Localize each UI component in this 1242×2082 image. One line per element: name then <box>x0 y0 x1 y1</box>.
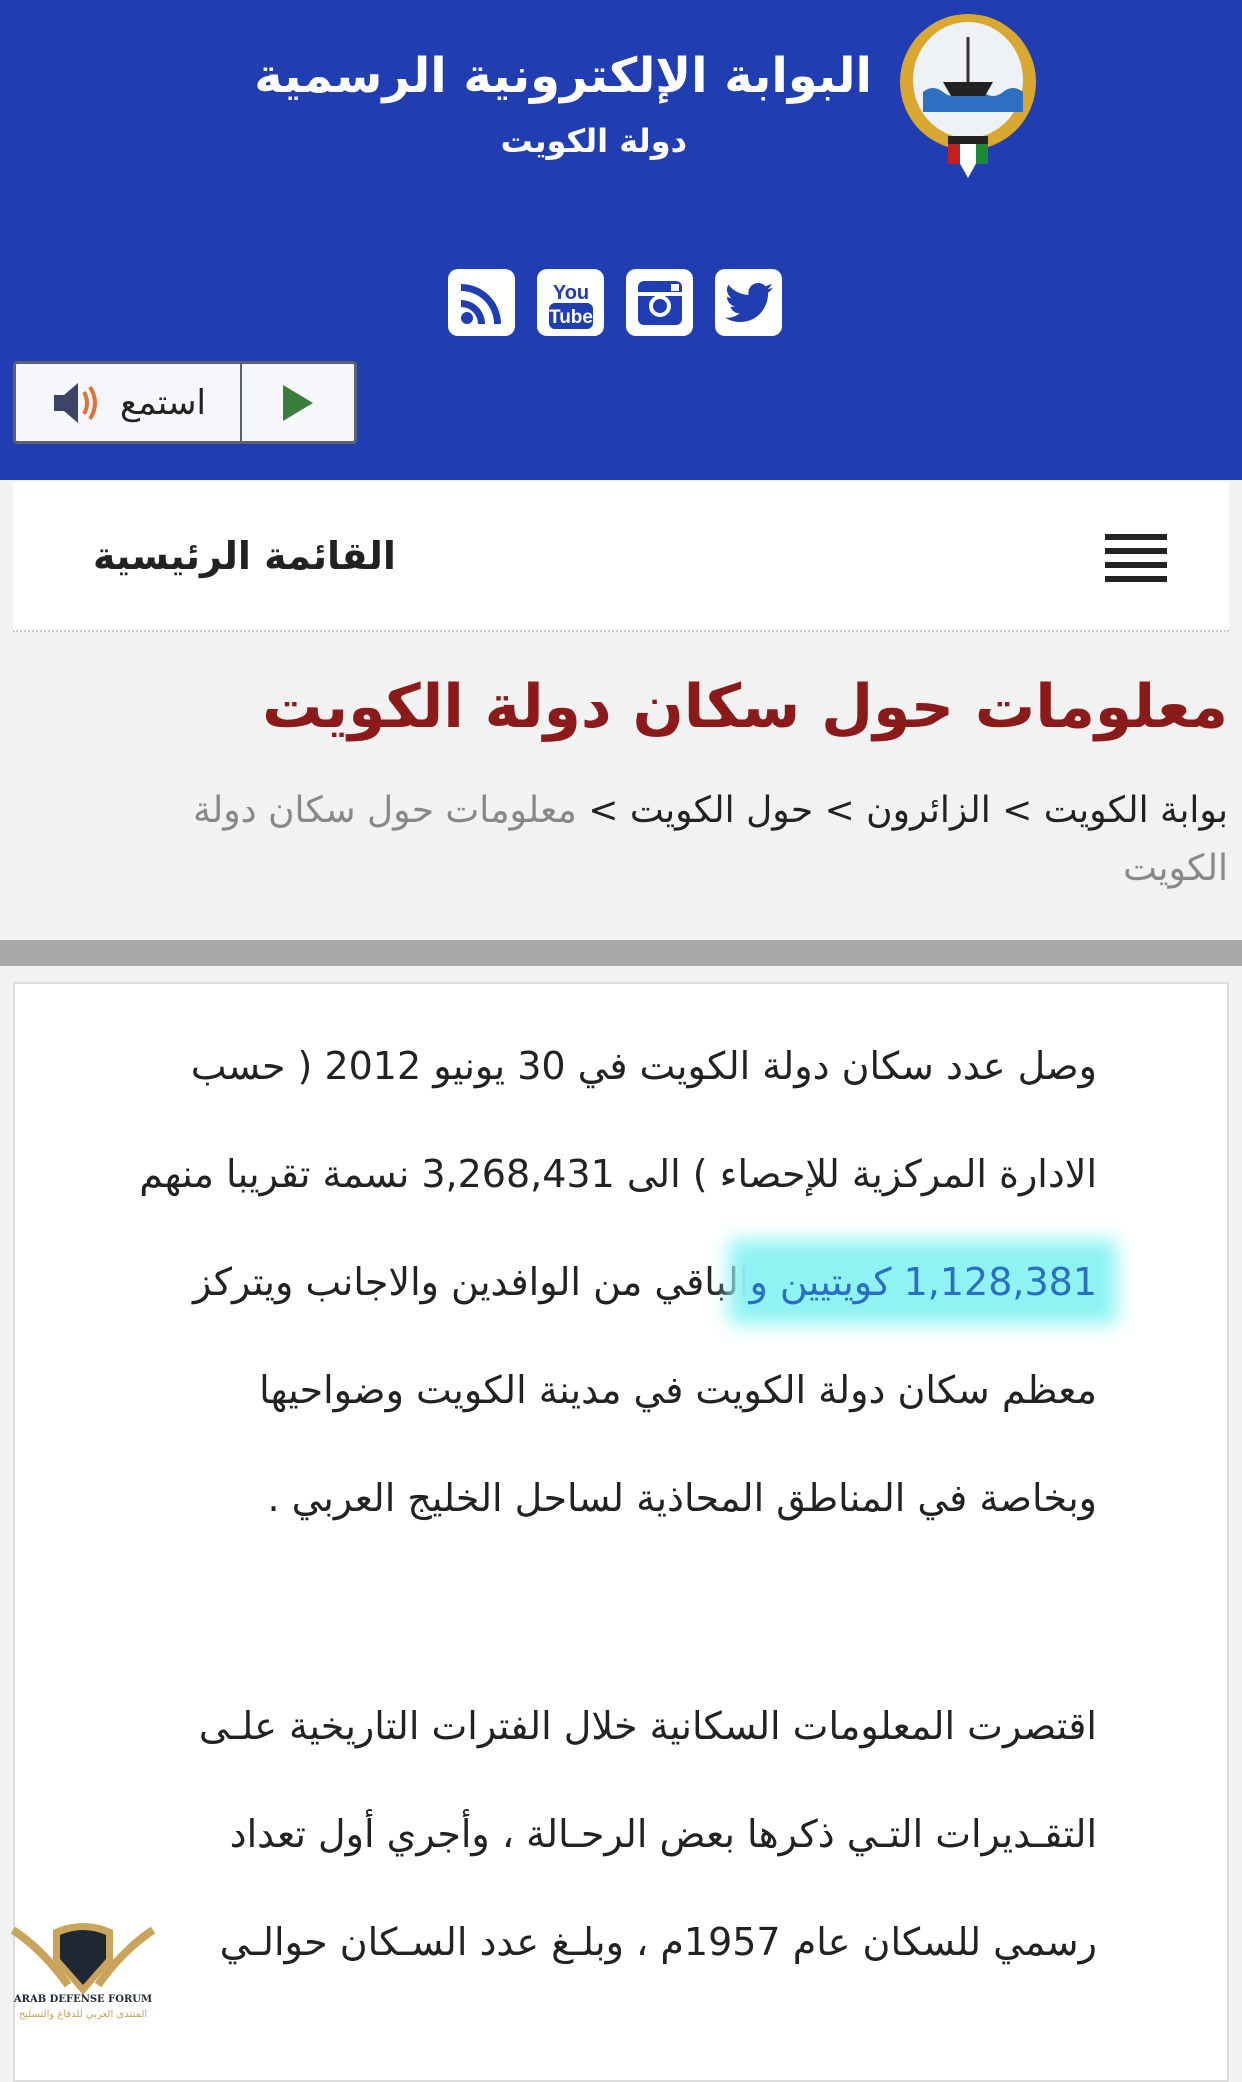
social-links: You Tube <box>448 269 782 336</box>
svg-text:Tube: Tube <box>549 307 593 328</box>
listen-label: استمع <box>120 382 206 423</box>
speaker-icon <box>54 382 98 423</box>
breadcrumb-current: معلومات حول سكان دولة الكويت <box>192 790 1228 889</box>
paragraph-line: اقتصرت المعلومات السكانية خلال الفترات ا… <box>198 1704 1097 1748</box>
main-menu-bar: القائمة الرئيسية <box>13 482 1229 632</box>
hamburger-menu-icon[interactable] <box>1105 534 1167 582</box>
twitter-icon[interactable] <box>715 269 782 336</box>
breadcrumb-item[interactable]: حول الكويت <box>629 790 814 831</box>
breadcrumb: بوابة الكويت > الزائرون > حول الكويت > م… <box>108 782 1228 898</box>
kuwait-emblem-logo[interactable] <box>893 12 1043 180</box>
breadcrumb-item[interactable]: بوابة الكويت <box>1043 790 1228 831</box>
paragraph-line: 1,128,381 كويتيين والباقي من الوافدين وا… <box>193 1252 1097 1312</box>
instagram-icon[interactable] <box>626 269 693 336</box>
youtube-icon[interactable]: You Tube <box>537 269 604 336</box>
rss-icon[interactable] <box>448 269 515 336</box>
breadcrumb-separator: > <box>1002 790 1033 831</box>
svg-text:ARAB DEFENSE FORUM: ARAB DEFENSE FORUM <box>13 1994 152 2005</box>
main-menu-label[interactable]: القائمة الرئيسية <box>93 534 396 578</box>
breadcrumb-item[interactable]: الزائرون <box>866 790 991 831</box>
svg-text:You: You <box>552 282 588 304</box>
paragraph-line: معظم سكان دولة الكويت في مدينة الكويت وض… <box>259 1368 1097 1412</box>
article-content: وصل عدد سكان دولة الكويت في 30 يونيو 201… <box>13 982 1229 2082</box>
site-header: البوابة الإلكترونية الرسمية دولة الكويت … <box>0 0 1242 480</box>
paragraph-line: الادارة المركزية للإحصاء ) الى 3,268,431… <box>139 1152 1097 1196</box>
paragraph-line: التقـديرات التـي ذكرها بعض الرحـالة ، وأ… <box>229 1812 1097 1856</box>
play-button[interactable] <box>242 364 354 441</box>
play-icon <box>283 384 313 421</box>
paragraph-line: وبخاصة في المناطق المحاذية لساحل الخليج … <box>267 1476 1097 1520</box>
listen-label-area[interactable]: استمع <box>16 364 242 441</box>
paragraph-line: رسمي للسكان عام 1957م ، وبلـغ عدد السـكا… <box>219 1920 1097 1964</box>
page-title: معلومات حول سكان دولة الكويت <box>262 672 1228 742</box>
site-subtitle: دولة الكويت <box>500 122 687 160</box>
arab-defense-forum-watermark: ARAB DEFENSE FORUM المنتدى العربي للدفاع… <box>10 1923 156 2020</box>
breadcrumb-separator: > <box>824 790 855 831</box>
paragraph-text: الباقي من الوافدين والاجانب ويتركز <box>192 1260 750 1304</box>
section-divider <box>0 940 1242 966</box>
breadcrumb-separator: > <box>588 790 619 831</box>
listen-button[interactable]: استمع <box>13 361 357 444</box>
highlighted-text: 1,128,381 كويتيين و <box>749 1260 1097 1304</box>
site-title[interactable]: البوابة الإلكترونية الرسمية <box>254 48 872 104</box>
svg-text:المنتدى العربي للدفاع والتسليح: المنتدى العربي للدفاع والتسليح <box>19 2009 147 2020</box>
paragraph-line: وصل عدد سكان دولة الكويت في 30 يونيو 201… <box>190 1044 1097 1088</box>
